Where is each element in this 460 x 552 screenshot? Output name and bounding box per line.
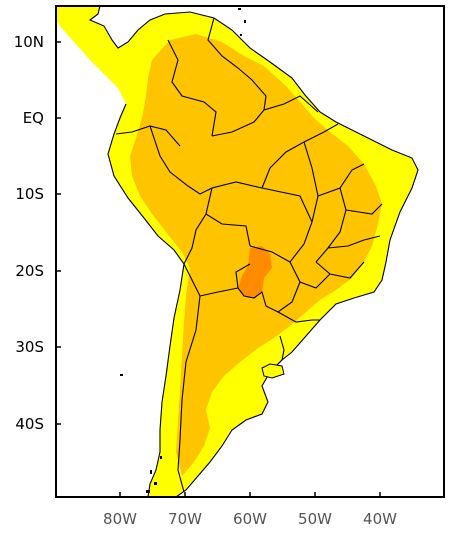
lat-label: 10N <box>14 33 44 51</box>
lat-label: 10S <box>15 185 44 203</box>
land-high-region <box>238 246 272 298</box>
country-borders <box>56 6 419 497</box>
lon-label: 50W <box>298 510 332 528</box>
lat-label: 30S <box>15 338 44 356</box>
coastline-fragments <box>120 8 246 493</box>
lat-label: EQ <box>23 109 44 127</box>
lon-label: 40W <box>363 510 397 528</box>
lon-label: 80W <box>103 510 137 528</box>
latitude-labels: 10N EQ 10S 20S 30S 40S <box>14 33 44 433</box>
lon-label: 60W <box>233 510 267 528</box>
lat-label: 20S <box>15 262 44 280</box>
falkland-like-island <box>261 363 285 379</box>
axis-ticks <box>56 41 381 497</box>
lat-label: 40S <box>15 415 44 433</box>
lon-label: 70W <box>168 510 202 528</box>
longitude-labels: 80W 70W 60W 50W 40W <box>103 510 397 528</box>
